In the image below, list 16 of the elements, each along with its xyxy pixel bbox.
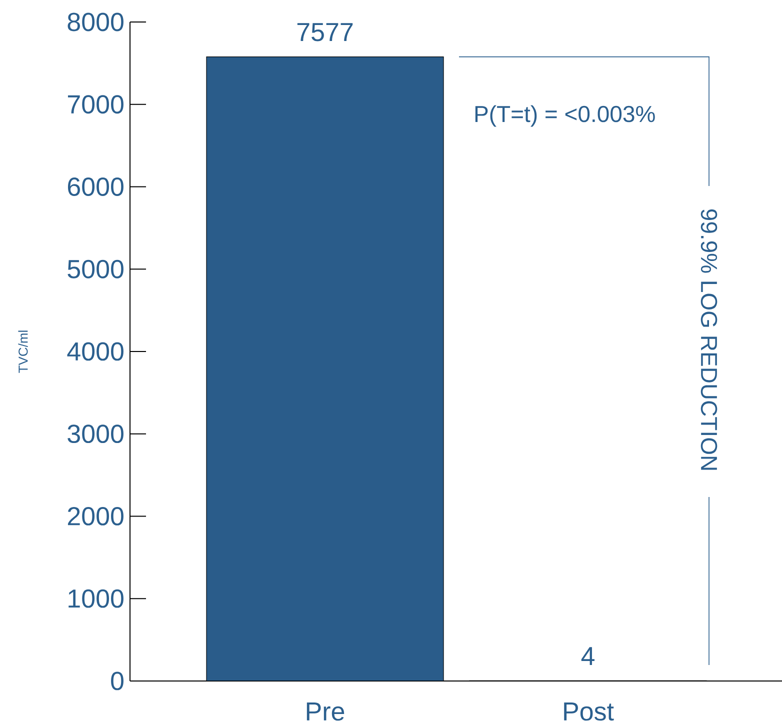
data-label: 7577 [297, 23, 353, 42]
data-label: 4 [581, 647, 594, 666]
y-axis-title: TVC/ml [18, 330, 28, 373]
y-tick-label: 1000 [68, 589, 124, 608]
annotation: P(T=t) = <0.003% [475, 105, 655, 127]
y-tick-label: 3000 [68, 424, 124, 444]
y-tick-label: 5000 [68, 260, 124, 278]
y-tick-label: 8000 [68, 12, 124, 32]
x-tick-label: Post [564, 702, 614, 721]
y-tick-label: 4000 [67, 342, 124, 361]
y-tick-label: 2000 [68, 507, 124, 526]
x-tick-label: Pre [306, 702, 344, 721]
y-tick-label: 7000 [68, 95, 124, 114]
annotation: 99.9% LOG REDUCTION [700, 209, 718, 470]
y-tick-label: 0 [111, 672, 124, 690]
y-tick-label: 6000 [68, 178, 124, 196]
